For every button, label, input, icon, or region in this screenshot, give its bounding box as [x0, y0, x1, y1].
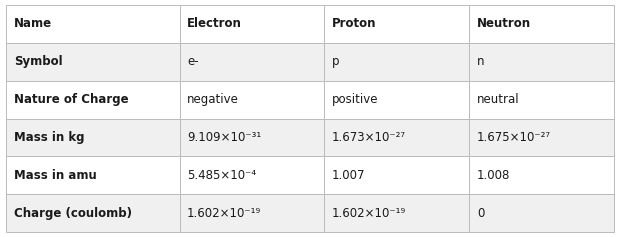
Bar: [179, 5, 325, 43]
Text: Nature of Charge: Nature of Charge: [14, 93, 129, 106]
Bar: [469, 43, 614, 81]
Text: Symbol: Symbol: [14, 55, 62, 68]
Text: 5.485×10⁻⁴: 5.485×10⁻⁴: [187, 169, 256, 182]
Bar: [469, 118, 614, 156]
Text: 1.675×10⁻²⁷: 1.675×10⁻²⁷: [477, 131, 551, 144]
Text: Charge (coulomb): Charge (coulomb): [14, 207, 132, 220]
Text: 1.602×10⁻¹⁹: 1.602×10⁻¹⁹: [187, 207, 261, 220]
Bar: [325, 5, 469, 43]
Bar: [325, 156, 469, 194]
Text: 9.109×10⁻³¹: 9.109×10⁻³¹: [187, 131, 261, 144]
Text: 1.673×10⁻²⁷: 1.673×10⁻²⁷: [332, 131, 406, 144]
Bar: [179, 43, 325, 81]
Text: Proton: Proton: [332, 17, 376, 30]
Text: neutral: neutral: [477, 93, 519, 106]
Text: n: n: [477, 55, 484, 68]
Text: e-: e-: [187, 55, 199, 68]
Text: Mass in amu: Mass in amu: [14, 169, 96, 182]
Bar: [179, 118, 325, 156]
Text: 0: 0: [477, 207, 484, 220]
Text: 1.008: 1.008: [477, 169, 510, 182]
Bar: [469, 5, 614, 43]
Text: 1.007: 1.007: [332, 169, 365, 182]
Bar: [6, 194, 179, 232]
Text: 1.602×10⁻¹⁹: 1.602×10⁻¹⁹: [332, 207, 406, 220]
Bar: [469, 194, 614, 232]
Bar: [6, 43, 179, 81]
Text: p: p: [332, 55, 340, 68]
Text: positive: positive: [332, 93, 378, 106]
Bar: [6, 81, 179, 118]
Bar: [325, 81, 469, 118]
Bar: [179, 156, 325, 194]
Bar: [6, 5, 179, 43]
Bar: [325, 118, 469, 156]
Text: Name: Name: [14, 17, 52, 30]
Text: negative: negative: [187, 93, 239, 106]
Bar: [325, 194, 469, 232]
Bar: [469, 156, 614, 194]
Bar: [179, 194, 325, 232]
Text: Electron: Electron: [187, 17, 242, 30]
Bar: [469, 81, 614, 118]
Bar: [6, 156, 179, 194]
Bar: [6, 118, 179, 156]
Bar: [325, 43, 469, 81]
Text: Neutron: Neutron: [477, 17, 531, 30]
Text: Mass in kg: Mass in kg: [14, 131, 84, 144]
Bar: [179, 81, 325, 118]
